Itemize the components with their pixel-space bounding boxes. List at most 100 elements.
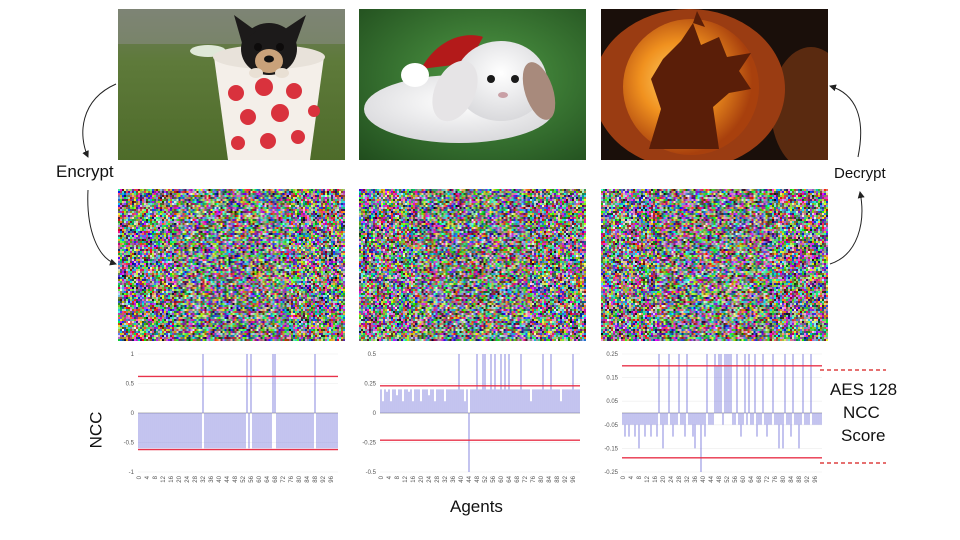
- x-tick-label: 88: [797, 475, 803, 482]
- y-tick-label: 0.05: [606, 399, 618, 405]
- y-tick-label: -0.5: [124, 441, 135, 447]
- y-tick-label: -0.05: [604, 423, 618, 429]
- y-tick-label: -0.15: [604, 446, 618, 452]
- x-tick-label: 20: [177, 475, 183, 482]
- x-tick-label: 32: [685, 475, 691, 482]
- x-tick-label: 12: [161, 475, 167, 482]
- y-tick-label: -0.25: [604, 470, 618, 476]
- x-tick-label: 16: [169, 475, 175, 482]
- aes-dashed-lines: [820, 369, 886, 464]
- x-tick-label: 24: [669, 475, 675, 482]
- x-tick-label: 16: [653, 475, 659, 482]
- x-tick-label: 4: [629, 475, 635, 479]
- agents-axis-label: Agents: [450, 497, 503, 516]
- ncc-chart-2: 0.5 0.25 0 -0.25 -0.5 0 4 8 12 16 20 24 28 32 36 40 44 48…: [358, 348, 588, 488]
- ncc-chart-3: 0.25 0.15 0.05 -0.05 -0.15 -0.25 0 4 8 12 16 20 24 28…: [600, 348, 830, 488]
- x-tick-label: 8: [395, 475, 401, 479]
- x-tick-label: 80: [781, 475, 787, 482]
- x-tick-label: 60: [741, 475, 747, 482]
- x-tick-label: 92: [563, 475, 569, 482]
- x-tick-label: 32: [443, 475, 449, 482]
- x-tick-label: 88: [313, 475, 319, 482]
- x-tick-label: 72: [281, 475, 287, 482]
- x-tick-label: 84: [305, 475, 311, 482]
- x-tick-label: 84: [547, 475, 553, 482]
- x-tick-label: 28: [435, 475, 441, 482]
- x-tick-label: 36: [209, 475, 215, 482]
- x-tick-label: 32: [201, 475, 207, 482]
- arrow-encrypt-upper: [82, 83, 117, 158]
- ncc-chart-svg-3: 0.250.150.05-0.05-0.15-0.250 4 8 12 16 20 24 28…: [604, 352, 822, 483]
- x-tick-label: 84: [789, 475, 795, 482]
- x-tick-label: 60: [257, 475, 263, 482]
- x-tick-label: 64: [507, 475, 513, 482]
- x-tick-label: 56: [733, 475, 739, 482]
- x-tick-label: 68: [273, 475, 279, 482]
- x-tick-label: 0: [379, 475, 385, 479]
- x-tick-label: 52: [241, 475, 247, 482]
- x-tick-label: 56: [491, 475, 497, 482]
- x-tick-label: 72: [765, 475, 771, 482]
- ncc-chart-1: 1 0.5 0 -0.5 -1 0 4 8 12 16 20 24 28 32 36 40 44 48 52 56 60…: [116, 348, 346, 488]
- x-tick-label: 96: [813, 475, 819, 482]
- noise-canvas-3: [601, 189, 828, 341]
- y-tick-label: 0: [131, 411, 135, 417]
- photo-pumpkin: [601, 9, 828, 160]
- aes-label-line1: AES 128: [830, 380, 898, 399]
- x-tick-label: 4: [387, 475, 393, 479]
- x-tick-label: 28: [677, 475, 683, 482]
- x-tick-label: 8: [637, 475, 643, 479]
- x-tick-label: 56: [249, 475, 255, 482]
- x-tick-label: 60: [499, 475, 505, 482]
- x-tick-label: 96: [571, 475, 577, 482]
- x-tick-label: 8: [153, 475, 159, 479]
- x-tick-label: 92: [321, 475, 327, 482]
- y-tick-label: 0.5: [126, 382, 135, 388]
- x-tick-label: 76: [773, 475, 779, 482]
- x-tick-label: 20: [661, 475, 667, 482]
- x-tick-label: 36: [451, 475, 457, 482]
- x-tick-label: 44: [225, 475, 231, 482]
- x-tick-label: 68: [757, 475, 763, 482]
- photo-puppy: [118, 9, 345, 160]
- x-tick-label: 0: [621, 475, 627, 479]
- x-tick-label: 36: [693, 475, 699, 482]
- ncc-chart-svg-1: 10.50-0.5-10 4 8 12 16 20 24 28 32 36 40 44 48 52 56 60…: [124, 352, 338, 483]
- arrow-encrypt-lower: [87, 189, 117, 266]
- ncc-axis-label: NCC: [86, 411, 106, 449]
- x-tick-label: 88: [555, 475, 561, 482]
- x-tick-label: 4: [145, 475, 151, 479]
- x-tick-label: 48: [475, 475, 481, 482]
- x-tick-label: 52: [725, 475, 731, 482]
- y-tick-label: 0.25: [606, 352, 618, 358]
- x-tick-label: 96: [329, 475, 335, 482]
- ncc-chart-svg-2: 0.50.250-0.25-0.50 4 8 12 16 20 24 28 32 36 40 44 48…: [362, 352, 580, 483]
- x-tick-label: 0: [137, 475, 143, 479]
- x-tick-label: 24: [185, 475, 191, 482]
- arrow-decrypt-lower: [829, 191, 865, 265]
- y-tick-label: 0.15: [606, 376, 618, 382]
- x-tick-label: 24: [427, 475, 433, 482]
- noise-canvas-1: [118, 189, 345, 341]
- x-tick-label: 48: [717, 475, 723, 482]
- y-tick-label: -1: [129, 470, 135, 476]
- x-tick-label: 52: [483, 475, 489, 482]
- noise-canvas-2: [359, 189, 586, 341]
- x-tick-label: 72: [523, 475, 529, 482]
- x-tick-label: 16: [411, 475, 417, 482]
- x-tick-label: 44: [467, 475, 473, 482]
- arrow-decrypt-upper: [829, 84, 862, 158]
- x-tick-label: 40: [217, 475, 223, 482]
- encrypted-image-3: [601, 189, 828, 341]
- aes-label-line2: NCC: [843, 403, 880, 422]
- x-tick-label: 40: [459, 475, 465, 482]
- x-tick-label: 20: [419, 475, 425, 482]
- x-tick-label: 64: [749, 475, 755, 482]
- y-tick-label: 0: [373, 411, 377, 417]
- y-tick-label: 1: [131, 352, 135, 358]
- x-tick-label: 80: [539, 475, 545, 482]
- photo-bunny: [359, 9, 586, 160]
- x-tick-label: 76: [531, 475, 537, 482]
- x-tick-label: 12: [403, 475, 409, 482]
- encrypted-image-2: [359, 189, 586, 341]
